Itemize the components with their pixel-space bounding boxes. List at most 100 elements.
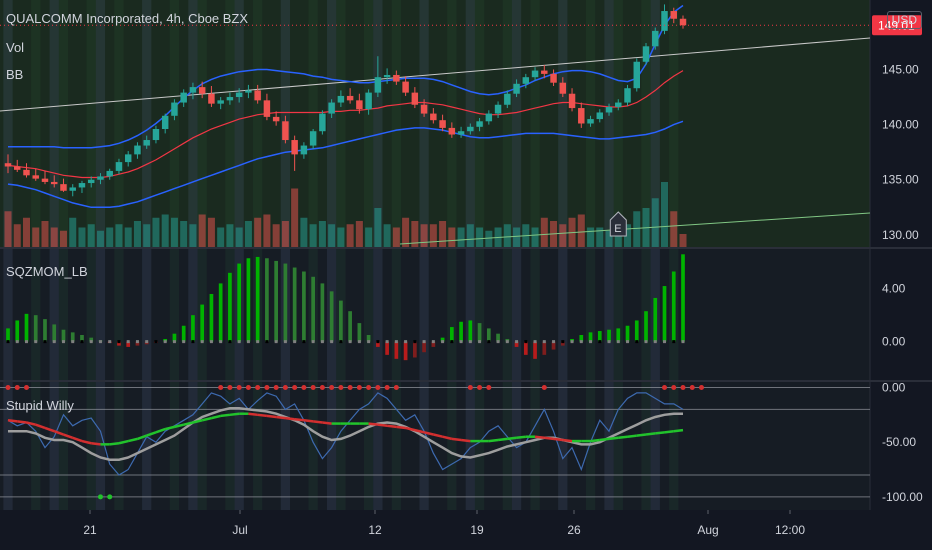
- squeeze-stripe: [95, 0, 106, 510]
- willy-signal-segment: [26, 421, 37, 426]
- momentum-bar: [357, 323, 362, 342]
- candle-body: [14, 166, 21, 170]
- squeeze-stripe: [577, 0, 586, 510]
- candle: [596, 109, 604, 123]
- squeeze-stripe: [58, 0, 69, 510]
- candle-body: [23, 169, 30, 176]
- candle-body: [430, 113, 437, 121]
- candle-body: [69, 187, 76, 191]
- squeeze-stripe: [604, 0, 614, 510]
- candle: [235, 88, 243, 103]
- currency-label[interactable]: USD: [886, 11, 922, 29]
- momentum-bar: [681, 254, 685, 342]
- momentum-bar: [15, 320, 20, 342]
- squeeze-dot: [644, 340, 648, 344]
- candle: [50, 175, 58, 188]
- squeeze-dot: [413, 340, 417, 344]
- willy-signal-segment: [7, 419, 18, 423]
- willy-signal-segment: [405, 426, 416, 432]
- volume-bar: [272, 224, 280, 247]
- candle-body: [642, 46, 650, 62]
- candle: [134, 142, 141, 159]
- candle: [365, 89, 372, 115]
- squeeze-dot: [672, 340, 676, 344]
- willy-signal-segment: [118, 439, 129, 445]
- squeeze-dot: [209, 340, 213, 344]
- squeeze-dot: [98, 340, 102, 344]
- candle: [319, 110, 326, 135]
- squeeze-stripe: [244, 0, 253, 510]
- momentum-bar: [440, 337, 445, 342]
- squeeze-dot: [681, 340, 685, 344]
- candle: [448, 122, 456, 138]
- volume-bar: [605, 230, 613, 247]
- momentum-bar: [70, 332, 75, 342]
- candle: [217, 97, 224, 110]
- volume-bar: [318, 221, 326, 247]
- volume-bar: [217, 227, 225, 247]
- squeeze-dot: [478, 340, 482, 344]
- candle-body: [97, 176, 104, 180]
- squeeze-dot: [34, 340, 38, 344]
- squeeze-dot: [348, 340, 352, 344]
- squeeze-stripe: [169, 0, 180, 510]
- squeeze-stripe: [299, 0, 308, 510]
- squeeze-stripe: [290, 0, 299, 510]
- momentum-bar: [551, 341, 556, 350]
- willy-signal-segment: [248, 412, 258, 417]
- willy-overbought-dot: [23, 384, 29, 390]
- candle: [467, 123, 474, 135]
- candle: [661, 4, 668, 35]
- momentum-bar: [385, 341, 389, 355]
- momentum-bar: [246, 258, 251, 342]
- volume-bar: [365, 227, 373, 247]
- momentum-bar: [413, 341, 417, 358]
- candle: [300, 142, 308, 159]
- volume-bar: [32, 227, 40, 247]
- candle-body: [300, 145, 308, 155]
- squeeze-dot: [246, 340, 250, 344]
- volume-bar: [244, 221, 252, 247]
- candle: [494, 101, 502, 118]
- candle: [522, 73, 530, 89]
- volume-bar: [670, 211, 678, 247]
- candle-body: [208, 93, 215, 104]
- candle: [60, 178, 67, 192]
- volume-bar: [457, 227, 465, 247]
- squeeze-stripe: [363, 0, 374, 510]
- momentum-bar: [191, 315, 195, 342]
- willy-legend: Stupid Willy: [6, 398, 74, 413]
- time-tick-label: Jul: [232, 523, 247, 537]
- willy-tick-label: -50.00: [882, 435, 916, 449]
- squeeze-dot: [182, 340, 186, 344]
- candle: [41, 170, 49, 185]
- candle: [587, 115, 594, 127]
- squeeze-stripe: [225, 0, 235, 510]
- volume-bar: [22, 217, 31, 247]
- momentum-bar: [449, 327, 454, 342]
- candle: [411, 87, 419, 109]
- candle-body: [494, 104, 502, 114]
- candle: [97, 173, 104, 185]
- squeeze-stripe: [105, 0, 114, 510]
- momentum-bar: [218, 283, 223, 342]
- candle-body: [578, 108, 585, 124]
- volume-bar: [577, 214, 585, 247]
- candle-body: [559, 82, 567, 94]
- squeeze-dot: [561, 340, 565, 344]
- squeeze-dot: [404, 340, 408, 344]
- momentum-bar: [80, 335, 84, 342]
- squeeze-stripe: [465, 0, 475, 510]
- willy-signal-segment: [81, 439, 92, 445]
- candle-body: [467, 126, 474, 132]
- vol-legend: Vol: [6, 40, 25, 55]
- willy-signal-segment: [220, 413, 231, 418]
- candle-body: [309, 131, 317, 146]
- squeeze-dot: [394, 340, 398, 344]
- squeeze-stripe: [68, 0, 77, 510]
- squeeze-dot: [552, 340, 556, 344]
- candle-body: [254, 90, 261, 101]
- squeeze-dot: [589, 340, 593, 344]
- candle: [23, 163, 30, 178]
